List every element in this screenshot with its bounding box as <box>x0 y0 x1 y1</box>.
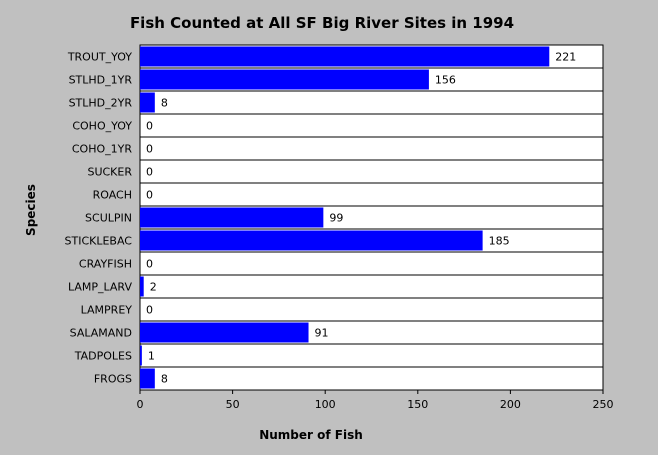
bar-stlhd_1yr <box>140 69 429 90</box>
category-label: STLHD_1YR <box>69 74 133 87</box>
data-label: 99 <box>329 212 343 225</box>
category-label: SUCKER <box>87 166 132 179</box>
data-label: 8 <box>161 373 168 386</box>
bar-sticklebac <box>140 230 483 251</box>
x-tick-label: 200 <box>500 398 521 411</box>
data-label: 0 <box>146 166 153 179</box>
category-label: FROGS <box>94 373 132 386</box>
category-label: STLHD_2YR <box>69 97 133 110</box>
data-label: 1 <box>148 350 155 363</box>
category-label: ROACH <box>93 189 132 202</box>
x-tick-label: 0 <box>137 398 144 411</box>
data-label: 0 <box>146 143 153 156</box>
y-axis-title: Species <box>24 184 38 236</box>
x-tick-label: 100 <box>315 398 336 411</box>
data-label: 2 <box>150 281 157 294</box>
data-label: 0 <box>146 189 153 202</box>
data-label: 0 <box>146 120 153 133</box>
bar-sculpin <box>140 207 324 228</box>
x-tick-label: 250 <box>593 398 614 411</box>
category-label: CRAYFISH <box>79 258 132 271</box>
data-label: 91 <box>315 327 329 340</box>
category-labels: TROUT_YOY STLHD_1YR STLHD_2YR COHO_YOY COHO_… <box>65 51 133 386</box>
grid-lines <box>140 67 603 368</box>
bars <box>140 46 550 389</box>
data-label: 185 <box>489 235 510 248</box>
x-axis-ticks: 0 50 100 150 200 250 <box>137 390 614 411</box>
category-label: LAMP_LARV <box>68 281 132 294</box>
chart-title: Fish Counted at All SF Big River Sites i… <box>130 14 514 32</box>
bar-lamp_larv <box>140 276 144 297</box>
data-label: 0 <box>146 304 153 317</box>
category-label: COHO_YOY <box>72 120 132 133</box>
data-label: 0 <box>146 258 153 271</box>
data-label: 221 <box>555 51 576 64</box>
bar-tadpoles <box>140 345 142 366</box>
category-label: TADPOLES <box>74 350 132 363</box>
bar-salamand <box>140 322 309 343</box>
bar-trout_yoy <box>140 46 550 67</box>
category-label: TROUT_YOY <box>67 51 132 64</box>
category-label: SCULPIN <box>85 212 132 225</box>
data-label: 8 <box>161 97 168 110</box>
x-tick-label: 50 <box>226 398 240 411</box>
bar-stlhd_2yr <box>140 92 155 113</box>
category-label: LAMPREY <box>81 304 133 317</box>
x-axis-title: Number of Fish <box>259 428 363 442</box>
category-label: STICKLEBAC <box>65 235 133 248</box>
data-label: 156 <box>435 74 456 87</box>
x-tick-label: 150 <box>407 398 428 411</box>
category-label: SALAMAND <box>70 327 132 340</box>
bar-frogs <box>140 368 155 389</box>
category-label: COHO_1YR <box>72 143 132 156</box>
